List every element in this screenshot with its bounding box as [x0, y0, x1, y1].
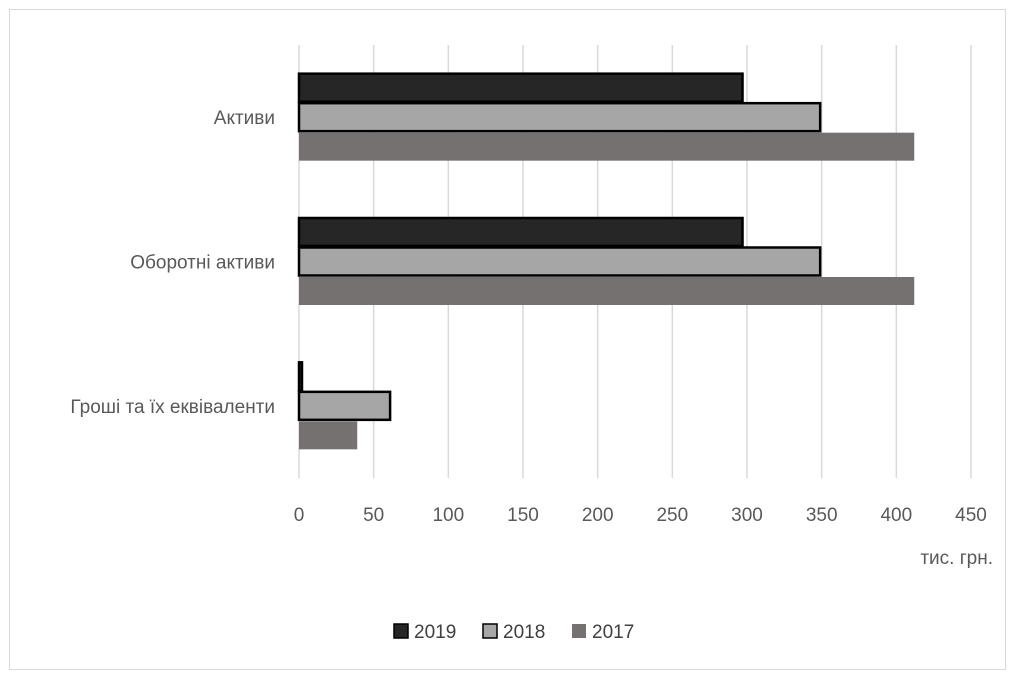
x-tick-label: 350 — [806, 505, 838, 526]
bar-2017-0 — [299, 132, 915, 161]
legend-label-2019: 2019 — [414, 622, 456, 643]
x-tick-label: 450 — [955, 505, 987, 526]
x-tick-label: 200 — [582, 505, 614, 526]
bar-2019-1 — [297, 216, 744, 248]
x-tick-label: 300 — [731, 505, 763, 526]
x-axis-unit-label: тис. грн. — [920, 548, 993, 569]
category-label: Активи — [214, 108, 275, 129]
bar-2018-0 — [297, 101, 822, 133]
x-tick-label: 100 — [432, 505, 464, 526]
legend-swatch-2019 — [393, 623, 409, 639]
bar-2017-1 — [299, 277, 915, 305]
x-tick-label: 0 — [294, 505, 305, 526]
x-tick-labels: 0 50 100 150 200 250 300 350 400 450 — [294, 505, 987, 526]
category-label: Оборотні активи — [130, 253, 275, 274]
legend-swatch-2018 — [482, 623, 498, 639]
category-label: Гроші та їх еквіваленти — [70, 397, 275, 418]
legend-label-2017: 2017 — [592, 622, 634, 643]
category-labels: Активи Оборотні активи Гроші та їх еквівал… — [70, 108, 275, 418]
x-tick-label: 250 — [656, 505, 688, 526]
bar-2019-0 — [297, 72, 744, 103]
legend: 2019 2018 2017 — [393, 622, 634, 643]
bar-2018-2 — [297, 390, 392, 422]
bar-2019-2 — [297, 361, 304, 392]
x-tick-label: 400 — [880, 505, 912, 526]
x-tick-label: 150 — [507, 505, 539, 526]
legend-swatch-2017 — [572, 624, 586, 638]
bar-2018-1 — [297, 246, 822, 277]
bar-2017-2 — [299, 421, 358, 450]
bars — [297, 72, 915, 450]
x-tick-label: 50 — [363, 505, 384, 526]
legend-label-2018: 2018 — [503, 622, 545, 643]
